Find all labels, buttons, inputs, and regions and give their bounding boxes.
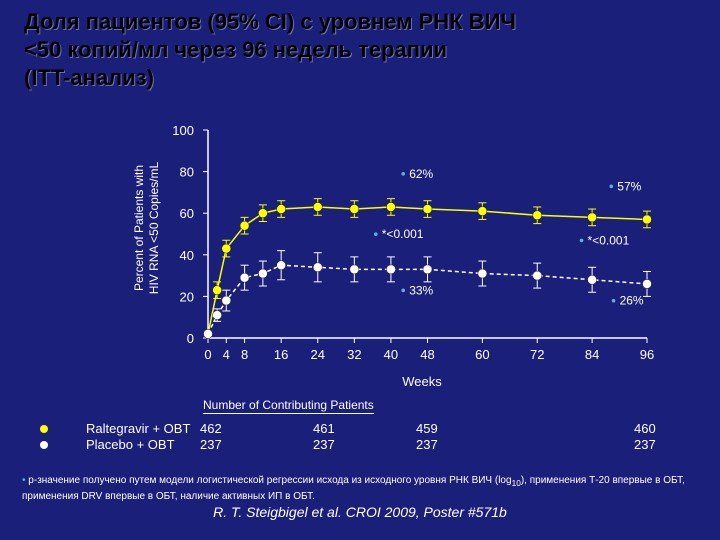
legend-row-placebo: Placebo + OBT 237 237 237 237 <box>0 437 720 453</box>
data-point <box>642 214 652 225</box>
y-tick-label: 80 <box>180 165 194 180</box>
count-cell: 459 <box>416 421 438 436</box>
data-point <box>532 210 542 221</box>
series-line-1 <box>207 264 648 335</box>
data-point <box>386 202 396 212</box>
count-cell: 461 <box>313 421 335 436</box>
data-point <box>349 204 360 214</box>
annotation-w48-p: *<0.001 <box>382 227 424 241</box>
footnote-subscript: 10 <box>511 478 521 488</box>
title-line-3: (ITT-анализ) <box>24 65 154 90</box>
data-point <box>221 295 232 306</box>
x-tick-label: 48 <box>420 347 434 362</box>
data-point <box>422 264 433 275</box>
y-tick-label: 20 <box>180 289 194 304</box>
data-point <box>276 204 286 214</box>
contributing-title: Number of Contributing Patients <box>203 398 374 414</box>
title-line-2: <50 копий/мл через 96 недель терапии <box>24 37 448 62</box>
footnote-text-post: ), применения Т-20 впервые в ОБТ, примен… <box>22 475 685 502</box>
legend-row-raltegravir: Raltegravir + OBT 462 461 459 460 <box>0 421 720 437</box>
x-tick-label: 40 <box>384 347 398 362</box>
annotation-w48-top: 62% <box>409 167 433 181</box>
footnote: • p-значение получено путем модели логис… <box>22 474 712 503</box>
data-point <box>239 220 250 231</box>
x-tick-label: 4 <box>223 347 230 362</box>
data-point <box>212 310 222 320</box>
legend-label-placebo: Placebo + OBT <box>86 437 175 452</box>
slide-title: Доля пациентов (95% CI) с уровнем РНК ВИ… <box>24 8 714 92</box>
data-point <box>532 270 542 281</box>
y-tick-label: 0 <box>187 331 194 346</box>
x-tick-label: 8 <box>241 347 248 362</box>
count-cell: 237 <box>634 437 656 452</box>
x-tick-label: 96 <box>640 347 654 362</box>
x-axis-label: Weeks <box>402 374 442 389</box>
data-point <box>422 204 433 214</box>
annotation-w48-bottom: 33% <box>409 283 433 297</box>
count-cell: 460 <box>634 421 656 436</box>
data-point <box>258 208 268 218</box>
annotation-w48-top-bullet <box>401 172 406 176</box>
x-tick-label: 72 <box>530 347 544 362</box>
annotation-w96-p-bullet <box>579 238 584 243</box>
y-tick-label: 60 <box>180 206 194 221</box>
data-point <box>477 268 488 279</box>
data-point <box>239 272 250 283</box>
data-point <box>221 243 232 254</box>
data-point <box>212 285 222 295</box>
annotation-w96-p: *<0.001 <box>588 233 630 247</box>
annotation-w96-top-bullet <box>609 184 614 189</box>
chart-axes <box>207 130 647 339</box>
legend-marker-placebo <box>40 441 48 449</box>
data-point <box>587 212 597 223</box>
legend-marker-raltegravir <box>40 425 48 433</box>
footnote-text-pre: p-значение получено путем модели логисти… <box>28 475 512 486</box>
chart-annotations: 62% *<0.001 33% 57% *<0.001 26% <box>373 167 644 308</box>
y-tick-label: 100 <box>172 123 194 138</box>
data-point <box>258 268 268 279</box>
series-line-0 <box>207 206 648 334</box>
data-point <box>276 260 286 270</box>
annotation-w96-bottom: 26% <box>620 294 644 308</box>
footnote-bullet: • <box>22 475 26 486</box>
citation: R. T. Steigbigel et al. CROI 2009, Poste… <box>213 504 507 520</box>
legend-label-raltegravir: Raltegravir + OBT <box>86 421 191 436</box>
x-tick-label: 16 <box>274 347 288 362</box>
count-cell: 237 <box>200 437 222 452</box>
x-tick-label: 24 <box>311 347 325 362</box>
x-tick-label: 60 <box>475 347 489 362</box>
count-cell: 237 <box>313 437 335 452</box>
data-point <box>386 264 396 275</box>
annotation-w48-bottom-bullet <box>401 288 406 293</box>
chart-series <box>203 198 652 339</box>
annotation-w96-top: 57% <box>617 179 641 193</box>
annotation-w48-p-bullet <box>373 232 378 236</box>
title-line-1: Доля пациентов (95% CI) с уровнем РНК ВИ… <box>24 9 516 34</box>
data-point <box>349 264 360 275</box>
data-point <box>587 275 597 285</box>
data-point <box>642 279 652 289</box>
x-tick-label: 32 <box>347 347 361 362</box>
data-point <box>313 262 323 273</box>
annotation-w96-bottom-bullet <box>611 298 616 303</box>
count-cell: 462 <box>200 421 222 436</box>
count-cell: 237 <box>416 437 438 452</box>
y-tick-label: 40 <box>180 248 194 263</box>
data-point <box>477 206 488 216</box>
x-tick-label: 0 <box>204 347 211 362</box>
data-point <box>313 202 323 212</box>
x-tick-label: 84 <box>585 347 599 362</box>
data-point <box>203 329 213 339</box>
